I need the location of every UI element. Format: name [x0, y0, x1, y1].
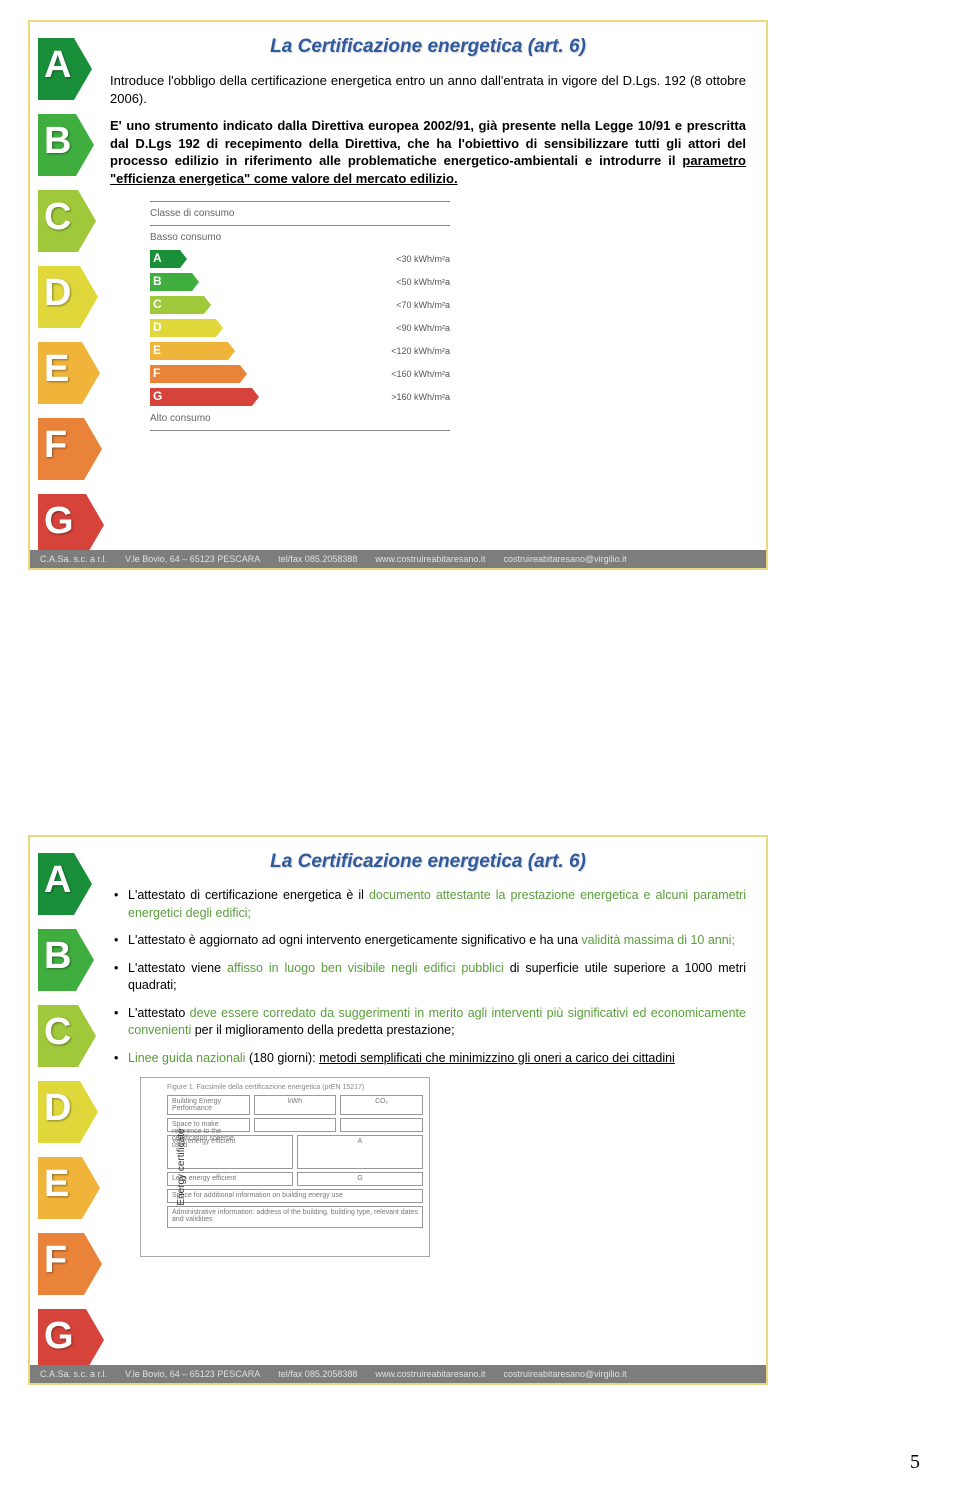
bullet-list: L'attestato di certificazione energetica… — [110, 887, 746, 1067]
cert-field: Building Energy Performance — [167, 1095, 250, 1115]
slide-1-title: La Certificazione energetica (art. 6) — [110, 36, 746, 58]
cert-field: kWh — [254, 1095, 337, 1115]
energy-class-f: F — [38, 1227, 94, 1301]
energy-class-a: A — [38, 847, 94, 921]
energy-class-b: B — [38, 923, 94, 997]
slide-2-title: La Certificazione energetica (art. 6) — [110, 851, 746, 873]
cert-field: Space for additional information on buil… — [167, 1189, 423, 1203]
energy-class-d: D — [38, 1075, 94, 1149]
chart-row-d: D <90 kWh/m²a — [150, 318, 450, 338]
energy-certificate-figure: Energy certificate Figure 1. Facsimile d… — [140, 1077, 430, 1257]
energy-class-e: E — [38, 1151, 94, 1225]
slide-footer: C.A.Sa. s.c. a r.l. V.le Bovio, 64 – 651… — [30, 1365, 766, 1383]
slide-1-content: La Certificazione energetica (art. 6) In… — [110, 36, 746, 435]
cert-field: CO₂ — [340, 1095, 423, 1115]
bullet-2: L'attestato è aggiornato ad ogni interve… — [110, 932, 746, 950]
slide-1: A B C D E — [28, 20, 768, 570]
page: A B C D E — [0, 0, 960, 1494]
chart-row-a: A <30 kWh/m²a — [150, 249, 450, 269]
page-number: 5 — [910, 1451, 920, 1474]
chart-title: Classe di consumo — [150, 208, 450, 219]
slide-1-intro: Introduce l'obbligo della certificazione… — [110, 72, 746, 107]
bullet-3: L'attestato viene affisso in luogo ben v… — [110, 960, 746, 995]
energy-class-f: F — [38, 412, 94, 486]
energy-class-d: D — [38, 260, 94, 334]
chart-row-f: F <160 kWh/m²a — [150, 364, 450, 384]
footer-company: C.A.Sa. s.c. a r.l. — [40, 554, 107, 564]
certificate-side-label: Energy certificate — [176, 1128, 187, 1205]
footer-address: V.le Bovio, 64 – 65123 PESCARA — [125, 554, 260, 564]
slide-2-content: La Certificazione energetica (art. 6) L'… — [110, 851, 746, 1257]
chart-rows: A <30 kWh/m²a B <50 kWh/m²a C <70 kWh/m²… — [150, 249, 450, 407]
footer-site: www.costruireabitaresano.it — [375, 554, 485, 564]
cert-field — [254, 1118, 337, 1132]
cert-field: Administrative information: address of t… — [167, 1206, 423, 1228]
energy-class-c: C — [38, 999, 94, 1073]
footer-email: costruireabitaresano@virgilio.it — [503, 1369, 626, 1379]
footer-email: costruireabitaresano@virgilio.it — [503, 554, 626, 564]
cert-field: A — [297, 1135, 423, 1169]
cert-field: G — [297, 1172, 423, 1186]
chart-row-c: C <70 kWh/m²a — [150, 295, 450, 315]
footer-phone: tel/fax 085.2058388 — [278, 554, 357, 564]
energy-class-a: A — [38, 32, 94, 106]
cert-field — [340, 1118, 423, 1132]
energy-label-bar: A B C D E — [38, 847, 94, 1379]
chart-high-label: Alto consumo — [150, 413, 450, 424]
footer-address: V.le Bovio, 64 – 65123 PESCARA — [125, 1369, 260, 1379]
footer-phone: tel/fax 085.2058388 — [278, 1369, 357, 1379]
energy-class-e: E — [38, 336, 94, 410]
footer-company: C.A.Sa. s.c. a r.l. — [40, 1369, 107, 1379]
slide-1-para-2: E' uno strumento indicato dalla Direttiv… — [110, 117, 746, 187]
slide-footer: C.A.Sa. s.c. a r.l. V.le Bovio, 64 – 651… — [30, 550, 766, 568]
chart-row-b: B <50 kWh/m²a — [150, 272, 450, 292]
energy-class-b: B — [38, 108, 94, 182]
energy-label-bar: A B C D E — [38, 32, 94, 564]
chart-row-e: E <120 kWh/m²a — [150, 341, 450, 361]
bullet-1: L'attestato di certificazione energetica… — [110, 887, 746, 922]
bullet-4: L'attestato deve essere corredato da sug… — [110, 1005, 746, 1040]
footer-site: www.costruireabitaresano.it — [375, 1369, 485, 1379]
certificate-caption: Figure 1. Facsimile della certificazione… — [167, 1084, 423, 1091]
bullet-5: Linee guida nazionali (180 giorni): meto… — [110, 1050, 746, 1068]
chart-low-label: Basso consumo — [150, 232, 450, 243]
slide-2: A B C D E — [28, 835, 768, 1385]
chart-row-g: G >160 kWh/m²a — [150, 387, 450, 407]
energy-class-c: C — [38, 184, 94, 258]
para2-text: E' uno strumento indicato dalla Direttiv… — [110, 118, 746, 168]
consumption-chart: Classe di consumo Basso consumo A <30 kW… — [150, 201, 450, 431]
